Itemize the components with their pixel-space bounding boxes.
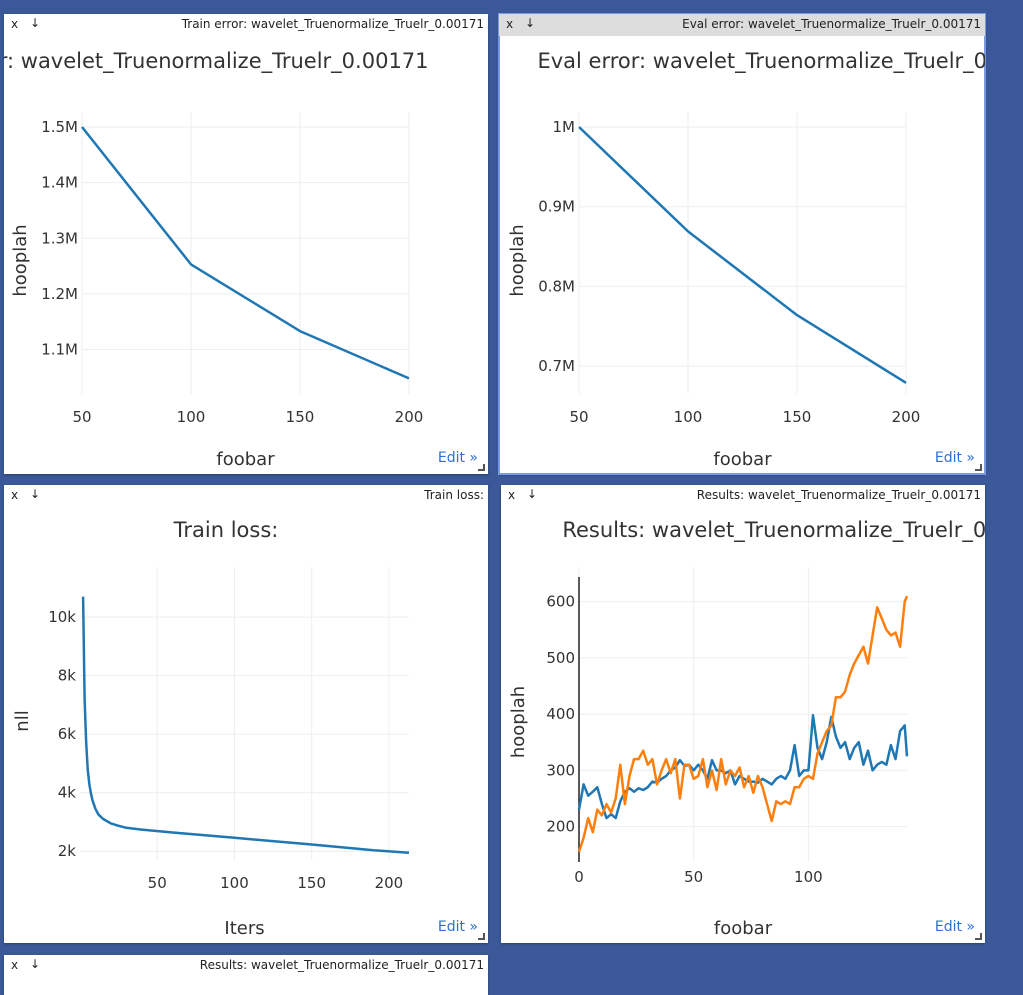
x-tick-label: 50 [569,408,588,426]
pane-header[interactable]: x ↓ Results: wavelet_Truenormalize_Truelr_… [4,955,488,977]
pane-results-2[interactable]: x ↓ Results: wavelet_Truenormalize_Truelr_… [4,955,488,995]
y-axis-label: nll [12,710,33,731]
resize-handle[interactable] [975,464,982,471]
series-line-orange [577,595,909,853]
series-line-trace [81,596,410,854]
y-tick-label: 200 [546,818,575,836]
chart-svg: Eval error: wavelet_Truenormalize_Truelr… [507,49,985,470]
x-tick-label: 100 [794,868,823,886]
download-icon[interactable]: ↓ [527,487,538,501]
pane-header[interactable]: x ↓ Train loss: [4,485,488,507]
x-axis-label: foobar [713,449,772,470]
x-tick-label: 200 [892,408,921,426]
resize-handle[interactable] [478,933,485,940]
close-icon[interactable]: x [508,488,516,502]
pane-results[interactable]: x ↓ Results: wavelet_Truenormalize_Truelr_… [501,485,985,943]
chart-svg: Results: wavelet_Truenormalize_Truelr_0.… [508,518,985,939]
y-axis-label: hooplah [10,224,31,296]
x-tick-label: 150 [286,408,315,426]
resize-handle[interactable] [478,464,485,471]
series-line-trace [578,126,907,384]
y-tick-label: 2k [58,842,77,860]
close-icon[interactable]: x [506,17,514,31]
pane-header[interactable]: x ↓ Train error: wavelet_Truenormalize_Tru… [4,14,488,36]
chart-title: Eval error: wavelet_Truenormalize_Truelr… [537,49,985,74]
y-tick-label: 1.5M [41,118,78,136]
series-line-trace [81,126,410,380]
y-tick-label: 6k [58,725,77,743]
chart-title: Train loss: [173,518,279,542]
pane-window-title: Train error: wavelet_Truenormalize_Truel… [181,17,484,31]
pane-header[interactable]: x ↓ Eval error: wavelet_Truenormalize_True… [499,14,985,36]
pane-eval-error[interactable]: x ↓ Eval error: wavelet_Truenormalize_True… [498,13,986,475]
y-tick-label: 1.2M [41,285,78,303]
x-tick-label: 0 [574,868,584,886]
y-tick-label: 400 [546,705,575,723]
download-icon[interactable]: ↓ [525,16,536,30]
x-axis-label: foobar [714,918,773,939]
y-tick-label: 1.3M [41,229,78,247]
edit-link[interactable]: Edit » [437,450,478,466]
download-icon[interactable]: ↓ [30,16,41,30]
pane-train-loss[interactable]: x ↓ Train loss: Edit » Train loss: 50 100 150 20… [4,485,488,943]
y-tick-label: 600 [546,593,575,611]
y-tick-label: 1.1M [41,341,78,359]
x-tick-label: 150 [783,408,812,426]
download-icon[interactable]: ↓ [30,487,41,501]
y-tick-label: 8k [58,667,77,685]
x-axis-label: Iters [224,918,264,939]
chart-svg: Train error: wavelet_Truenormalize_Truel… [4,49,429,470]
x-tick-label: 100 [674,408,703,426]
chart-title: Train error: wavelet_Truenormalize_Truel… [4,49,429,74]
y-tick-label: 0.8M [538,277,575,295]
x-tick-label: 50 [684,868,703,886]
chart-svg: Train loss: 50 100 150 200 2k 4k 6k 8k 10k Iters nl… [12,518,410,939]
y-tick-label: 1M [553,118,576,136]
x-tick-label: 200 [375,874,404,892]
chart-title: Results: wavelet_Truenormalize_Truelr_0.… [562,518,985,543]
y-tick-label: 4k [58,784,77,802]
edit-link[interactable]: Edit » [934,450,975,466]
y-tick-label: 10k [48,608,76,626]
close-icon[interactable]: x [11,958,19,972]
series-line-blue [577,714,909,820]
y-tick-label: 0.9M [538,198,575,216]
pane-window-title: Results: wavelet_Truenormalize_Truelr_0.… [696,488,981,502]
pane-window-title: Eval error: wavelet_Truenormalize_Truelr… [682,17,981,31]
x-tick-label: 100 [220,874,249,892]
pane-train-error[interactable]: x ↓ Train error: wavelet_Truenormalize_Tru… [4,14,488,474]
y-tick-label: 0.7M [538,357,575,375]
pane-window-title: Train loss: [424,488,484,502]
x-axis-label: foobar [216,449,275,470]
x-tick-label: 200 [395,408,424,426]
y-axis-label: hooplah [507,224,528,296]
close-icon[interactable]: x [11,17,19,31]
y-tick-label: 1.4M [41,174,78,192]
close-icon[interactable]: x [11,488,19,502]
pane-header[interactable]: x ↓ Results: wavelet_Truenormalize_Truelr_… [501,485,985,507]
download-icon[interactable]: ↓ [30,957,41,971]
y-axis-label: hooplah [508,686,529,758]
x-tick-label: 50 [148,874,167,892]
resize-handle[interactable] [975,933,982,940]
edit-link[interactable]: Edit » [934,919,975,935]
y-tick-label: 500 [546,649,575,667]
x-tick-label: 50 [72,408,91,426]
pane-window-title: Results: wavelet_Truenormalize_Truelr_0.… [199,958,484,972]
y-tick-label: 300 [546,761,575,779]
x-tick-label: 150 [297,874,326,892]
x-tick-label: 100 [177,408,206,426]
edit-link[interactable]: Edit » [437,919,478,935]
